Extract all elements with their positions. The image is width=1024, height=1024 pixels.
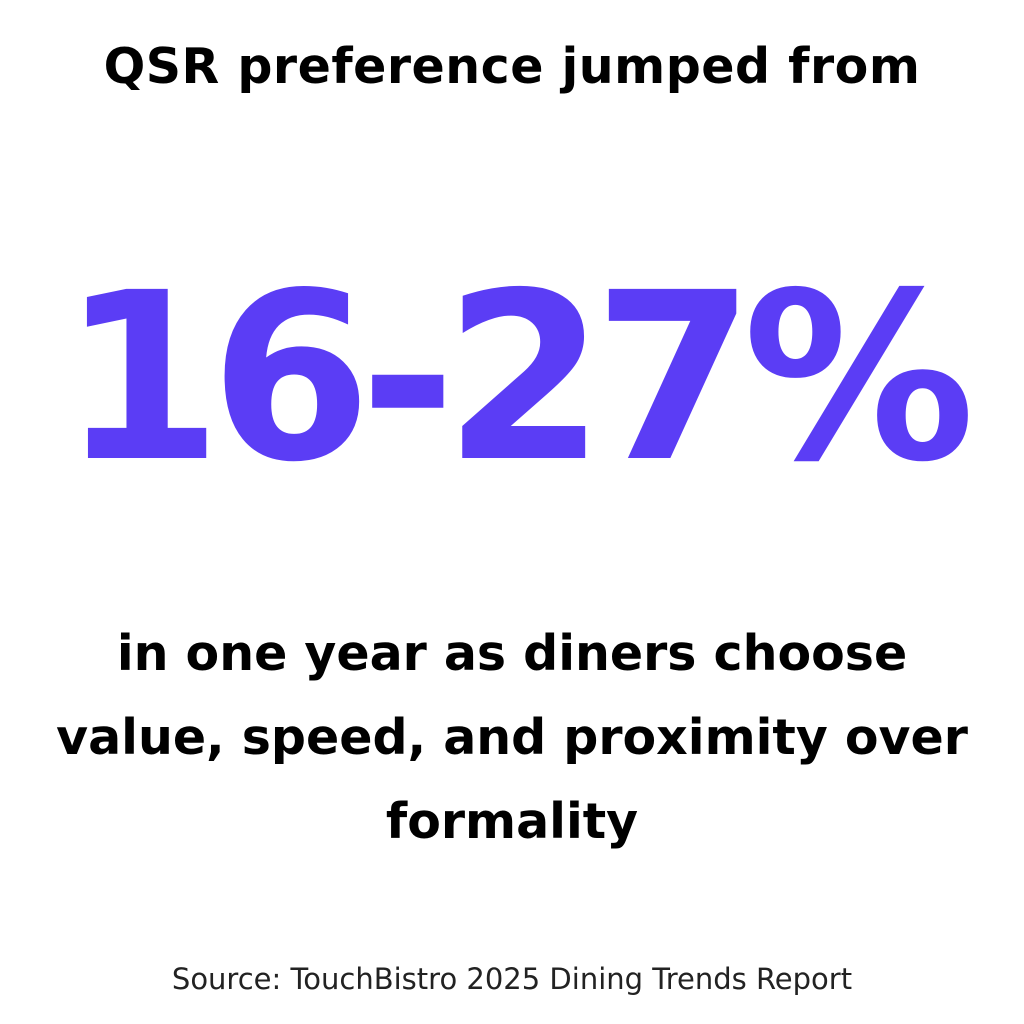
headline: QSR preference jumped from [103,38,921,95]
body-line-1: in one year as diners choose [116,625,908,682]
source-citation: Source: TouchBistro 2025 Dining Trends R… [171,962,853,996]
body-line-3: formality [385,793,639,850]
stat-value: 16-27% [60,243,975,513]
body-text: in one year as diners choose value, spee… [0,612,1024,864]
body-line-2: value, speed, and proximity over [56,709,968,766]
